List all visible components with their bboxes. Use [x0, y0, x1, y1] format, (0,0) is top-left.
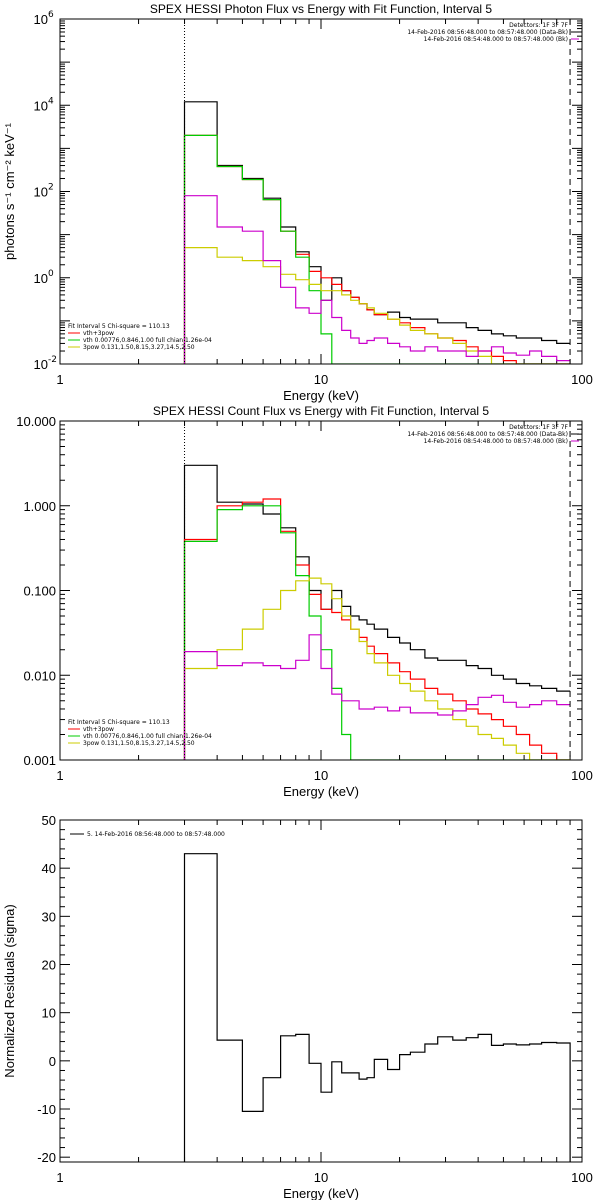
series-3pow-line [183, 577, 571, 760]
y-tick-exponent: 0 [48, 269, 54, 279]
y-tick-label: 0.001 [23, 753, 56, 768]
panel-3: 1 10 100 -20 -10 0 10 20 30 40 50 Energy (keV) Norma… [2, 813, 593, 1200]
y-tick-label: 1.000 [23, 499, 56, 514]
chart-title: SPEX HESSI Count Flux vs Energy with Fit… [153, 404, 489, 418]
legend-top-right-text: 14-Feb-2016 08:54:48.000 to 08:57:48.000… [424, 438, 568, 445]
legend-bottom-left-text: 3pow 0.131,1.50,8.15,3.27,14.5,2.50 [83, 344, 195, 351]
series-Data-Bk-line [183, 101, 571, 364]
x-tick-label: 1 [56, 768, 63, 783]
x-tick-label: 10 [314, 1170, 328, 1185]
y-tick-label: 10 [34, 271, 48, 286]
legend-bottom-left-text: Fit Interval 5 Chi-square = 110.13 [68, 719, 170, 726]
series-3pow-line [183, 247, 571, 364]
y-tick-label: 40 [42, 861, 56, 876]
legend-bottom-left-text: Fit Interval 5 Chi-square = 110.13 [68, 323, 170, 330]
chart-title: SPEX HESSI Photon Flux vs Energy with Fi… [150, 2, 492, 16]
data-group [183, 464, 571, 760]
legend-top-right-text: 14-Feb-2016 08:54:48.000 to 08:57:48.000… [424, 36, 568, 43]
series-Data-Bk-line [183, 464, 571, 760]
y-tick-label: 0.100 [23, 584, 56, 599]
legend-bottom-left-text: vth+3pow [83, 726, 114, 733]
y-tick-exponent: 2 [48, 183, 54, 193]
legend-top-right-text: Detectors: 1F 3F 7F [509, 424, 568, 431]
y-axis-label: Normalized Residuals (sigma) [2, 904, 17, 1077]
legend-bottom-left-text: vth 0.00776,0.846,1.00 full chian 1.26e-… [83, 337, 212, 344]
legend-top-right-text: Detectors: 1F 3F 7F [509, 22, 568, 29]
series-Bk-line [183, 195, 571, 364]
y-tick-label: 10 [34, 185, 48, 200]
y-tick-label: 50 [42, 813, 56, 828]
x-tick-label: 10 [314, 372, 328, 387]
series-vth-line [183, 134, 571, 364]
plot-frame [59, 819, 583, 1163]
panel-2: 1 10 100 0.001 0.010 0.100 1.000 10.000 SPEX HES… [16, 404, 593, 799]
x-axis-label: Energy (keV) [283, 388, 359, 403]
y-axis-label: photons s⁻¹ cm⁻² keV⁻¹ [2, 122, 17, 260]
x-axis-label: Energy (keV) [283, 1186, 359, 1200]
series-Bk-line [183, 634, 571, 760]
y-tick-label: -20 [37, 1150, 56, 1165]
data-group [183, 101, 571, 364]
y-tick-exponent: -2 [48, 355, 57, 365]
x-tick-label: 1 [56, 1170, 63, 1185]
y-tick-label: 20 [42, 958, 56, 973]
x-axis-label: Energy (keV) [283, 784, 359, 799]
y-tick-label: 10 [34, 357, 48, 372]
plot-frame [59, 420, 583, 761]
legend-top-left-text: 5. 14-Feb-2016 08:56:48.000 to 08:57:48.… [87, 831, 225, 838]
legend-top-right-text: 14-Feb-2016 08:56:48.000 to 08:57:48.000… [407, 29, 568, 36]
series-residuals-line [183, 853, 571, 1162]
x-tick-label: 100 [571, 1170, 593, 1185]
legend-bottom-left-text: vth+3pow [83, 330, 114, 337]
data-group [183, 853, 571, 1162]
x-tick-label: 10 [314, 768, 328, 783]
y-tick-exponent: 6 [48, 10, 54, 20]
y-tick-label: 10.000 [16, 414, 56, 429]
legend-top-right-text: 14-Feb-2016 08:56:48.000 to 08:57:48.000… [407, 431, 568, 438]
y-tick-label: 0.010 [23, 668, 56, 683]
y-tick-label: 0 [49, 1054, 56, 1069]
y-tick-label: -10 [37, 1102, 56, 1117]
legend-bottom-left-text: vth 0.00776,0.846,1.00 full chian 1.26e-… [83, 733, 212, 740]
x-tick-label: 1 [56, 372, 63, 387]
y-tick-label: 10 [42, 1006, 56, 1021]
x-tick-label: 100 [571, 768, 593, 783]
y-tick-label: 10 [34, 98, 48, 113]
plot-frame [59, 18, 583, 365]
y-tick-label: 10 [34, 12, 48, 27]
y-tick-exponent: 4 [48, 96, 54, 106]
legend-bottom-left-text: 3pow 0.131,1.50,8.15,3.27,14.5,2.50 [83, 740, 195, 747]
series-vth-line [183, 505, 571, 760]
y-tick-label: 30 [42, 909, 56, 924]
x-tick-label: 100 [571, 372, 593, 387]
series-vth+3pow-line [183, 498, 571, 760]
